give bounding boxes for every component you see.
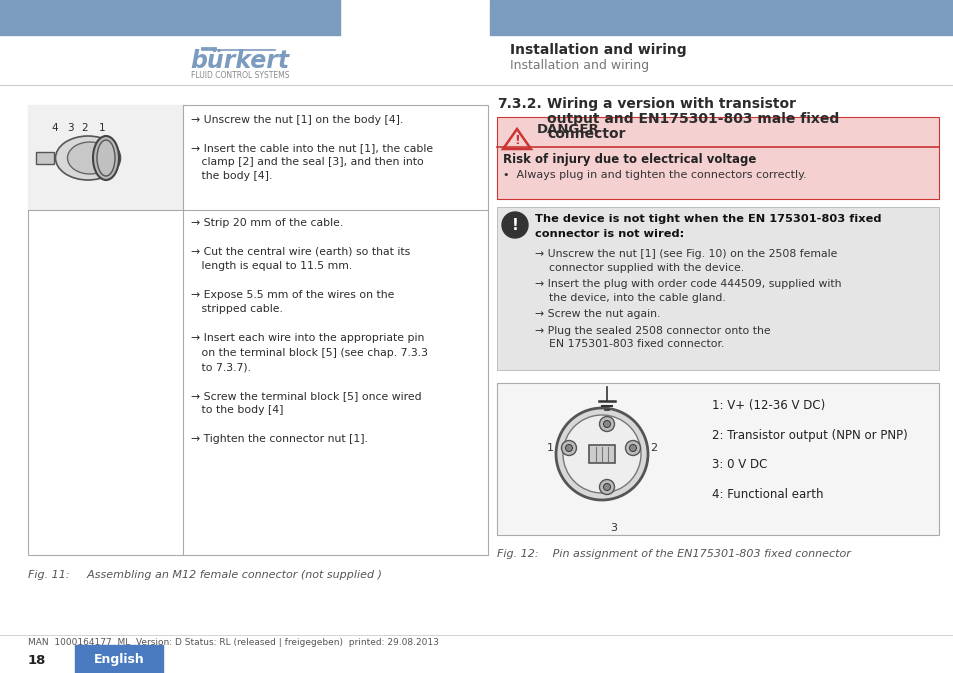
Bar (75, 645, 163, 673)
Circle shape (556, 408, 647, 500)
Text: output and EN175301-803 male fixed: output and EN175301-803 male fixed (546, 112, 839, 126)
Circle shape (501, 212, 527, 238)
Bar (28, 105, 183, 210)
Text: Fig. 12:    Pin assignment of the EN175301-803 fixed connector: Fig. 12: Pin assignment of the EN175301-… (497, 549, 850, 559)
Circle shape (629, 444, 636, 452)
Text: The device is not tight when the EN 175301-803 fixed: The device is not tight when the EN 1753… (535, 214, 881, 224)
Text: → Unscrew the nut [1] (see Fig. 10) on the 2508 female
    connector supplied wi: → Unscrew the nut [1] (see Fig. 10) on t… (535, 249, 837, 273)
Polygon shape (502, 129, 531, 149)
Circle shape (603, 483, 610, 491)
Bar (497, 117, 938, 199)
Ellipse shape (97, 140, 115, 176)
Bar (490, 0, 953, 35)
Text: 1: V+ (12-36 V DC): 1: V+ (12-36 V DC) (711, 398, 824, 411)
Text: Installation and wiring: Installation and wiring (510, 59, 648, 71)
Text: MAN  1000164177  ML  Version: D Status: RL (released | freigegeben)  printed: 29: MAN 1000164177 ML Version: D Status: RL … (28, 638, 438, 647)
Circle shape (598, 479, 614, 495)
Text: 3: 3 (67, 123, 73, 133)
Text: 7.3.2.: 7.3.2. (497, 97, 541, 111)
Circle shape (565, 444, 572, 452)
Text: connector is not wired:: connector is not wired: (535, 229, 683, 239)
Text: 2: Transistor output (NPN or PNP): 2: Transistor output (NPN or PNP) (711, 429, 907, 441)
Text: !: ! (514, 133, 519, 147)
Text: Risk of injury due to electrical voltage: Risk of injury due to electrical voltage (502, 153, 756, 166)
Ellipse shape (55, 136, 120, 180)
Text: bürkert: bürkert (191, 49, 290, 73)
Bar (497, 207, 938, 370)
Text: → Plug the sealed 2508 connector onto the
    EN 175301-803 fixed connector.: → Plug the sealed 2508 connector onto th… (535, 326, 770, 349)
Text: 3: 0 V DC: 3: 0 V DC (711, 458, 766, 472)
Circle shape (625, 441, 639, 456)
Text: → Strip 20 mm of the cable.

→ Cut the central wire (earth) so that its
   lengt: → Strip 20 mm of the cable. → Cut the ce… (191, 218, 428, 444)
Text: → Screw the nut again.: → Screw the nut again. (535, 309, 659, 319)
Text: connector: connector (546, 127, 625, 141)
Circle shape (561, 441, 576, 456)
Bar (28, 105, 488, 555)
Text: 2: 2 (650, 443, 657, 453)
Bar (497, 383, 938, 535)
Ellipse shape (92, 136, 119, 180)
Text: •  Always plug in and tighten the connectors correctly.: • Always plug in and tighten the connect… (502, 170, 806, 180)
Circle shape (562, 415, 640, 493)
Text: 4: 4 (51, 123, 58, 133)
Text: 2: 2 (82, 123, 89, 133)
Bar (0, 0, 339, 35)
Bar (36, 152, 54, 164)
Ellipse shape (68, 142, 112, 174)
Text: DANGER: DANGER (537, 123, 599, 136)
Text: !: ! (511, 217, 517, 232)
Text: FLUID CONTROL SYSTEMS: FLUID CONTROL SYSTEMS (191, 71, 289, 79)
Text: → Unscrew the nut [1] on the body [4].

→ Insert the cable into the nut [1], the: → Unscrew the nut [1] on the body [4]. →… (191, 115, 433, 181)
Text: English: English (93, 653, 144, 666)
Text: Wiring a version with transistor: Wiring a version with transistor (546, 97, 795, 111)
Bar (588, 445, 615, 463)
Circle shape (598, 417, 614, 431)
Text: Fig. 11:     Assembling an M12 female connector (not supplied ): Fig. 11: Assembling an M12 female connec… (28, 570, 381, 580)
Text: → Insert the plug with order code 444509, supplied with
    the device, into the: → Insert the plug with order code 444509… (535, 279, 841, 303)
Text: 3: 3 (610, 523, 617, 533)
Text: 1: 1 (98, 123, 105, 133)
Text: 4: Functional earth: 4: Functional earth (711, 489, 822, 501)
Text: 18: 18 (28, 655, 47, 668)
Text: 1: 1 (546, 443, 553, 453)
Text: Installation and wiring: Installation and wiring (510, 43, 686, 57)
Circle shape (603, 421, 610, 427)
